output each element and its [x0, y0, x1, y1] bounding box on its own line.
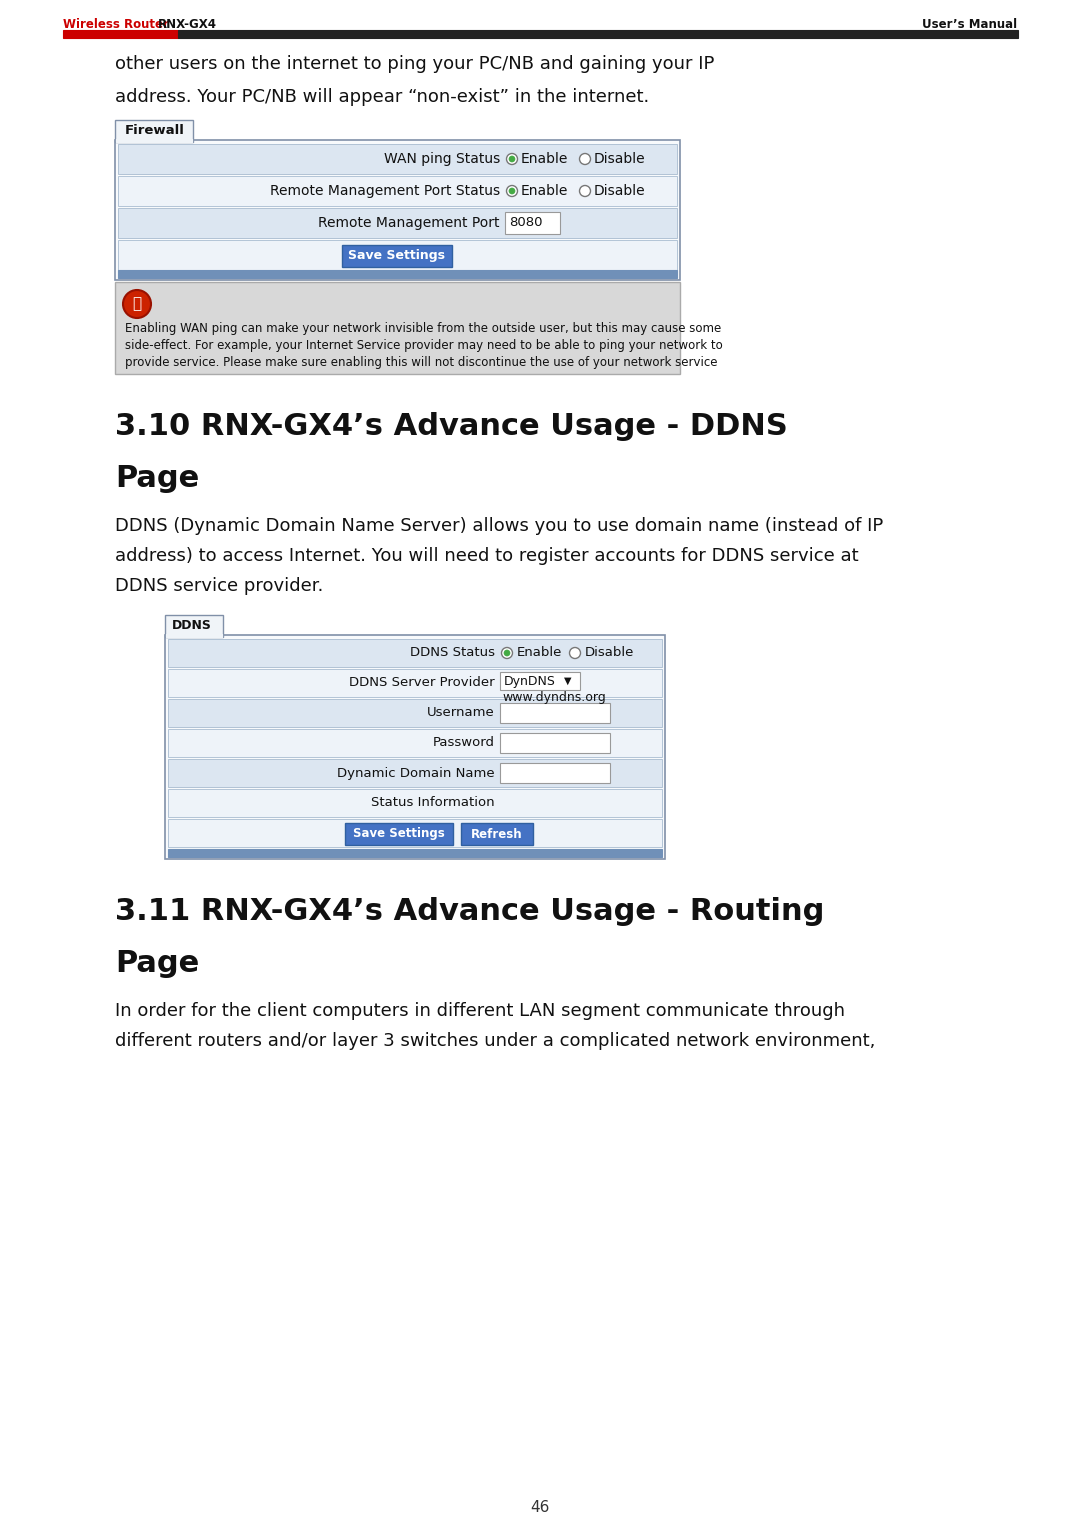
Text: Enable: Enable [521, 153, 568, 166]
Text: Username: Username [428, 707, 495, 719]
Bar [114, 121, 193, 142]
Bar [168, 789, 662, 817]
Text: www.dyndns.org: www.dyndns.org [502, 692, 606, 704]
Text: other users on the internet to ping your PC/NB and gaining your IP: other users on the internet to ping your… [114, 55, 714, 73]
Text: address. Your PC/NB will appear “non-exist” in the internet.: address. Your PC/NB will appear “non-exi… [114, 89, 649, 105]
Bar [500, 733, 610, 753]
Bar [178, 31, 1018, 38]
Text: Disable: Disable [594, 183, 646, 199]
Circle shape [507, 185, 517, 197]
Text: side-effect. For example, your Internet Service provider may need to be able to : side-effect. For example, your Internet … [125, 339, 723, 353]
Bar [168, 818, 662, 847]
Bar [168, 699, 662, 727]
Bar [166, 634, 222, 637]
Text: DDNS Server Provider: DDNS Server Provider [349, 676, 495, 690]
Bar [500, 672, 580, 690]
Bar [118, 270, 677, 278]
Text: provide service. Please make sure enabling this will not discontinue the use of : provide service. Please make sure enabli… [125, 356, 717, 370]
Bar [114, 282, 680, 374]
Text: Remote Management Port Status: Remote Management Port Status [270, 183, 500, 199]
Circle shape [504, 651, 510, 657]
Bar [116, 139, 192, 142]
Text: DDNS Status: DDNS Status [410, 646, 495, 660]
Text: different routers and/or layer 3 switches under a complicated network environmen: different routers and/or layer 3 switche… [114, 1032, 876, 1051]
Text: Enable: Enable [521, 183, 568, 199]
Bar [118, 208, 677, 238]
Text: DDNS service provider.: DDNS service provider. [114, 577, 323, 596]
Circle shape [123, 290, 151, 318]
Text: Status Information: Status Information [372, 797, 495, 809]
Bar [63, 31, 178, 38]
Text: Page: Page [114, 464, 199, 493]
Circle shape [507, 154, 517, 165]
Circle shape [509, 156, 515, 162]
Text: User’s Manual: User’s Manual [922, 18, 1017, 31]
Circle shape [569, 647, 581, 658]
Text: 3.10 RNX-GX4’s Advance Usage - DDNS: 3.10 RNX-GX4’s Advance Usage - DDNS [114, 412, 787, 441]
Text: 8080: 8080 [509, 217, 542, 229]
Bar [118, 240, 677, 270]
Text: Disable: Disable [594, 153, 646, 166]
Bar [505, 212, 561, 234]
Circle shape [509, 188, 515, 194]
Bar [168, 638, 662, 667]
Bar [118, 176, 677, 206]
Bar [165, 635, 665, 860]
Bar [500, 764, 610, 783]
Text: Refresh: Refresh [471, 828, 523, 840]
Text: DDNS (Dynamic Domain Name Server) allows you to use domain name (instead of IP: DDNS (Dynamic Domain Name Server) allows… [114, 518, 883, 534]
Text: Firewall: Firewall [125, 124, 185, 137]
Bar [168, 669, 662, 696]
Bar [168, 849, 662, 857]
Text: Page: Page [114, 948, 199, 977]
Bar [166, 634, 222, 637]
Text: Password: Password [433, 736, 495, 750]
Bar [345, 823, 453, 844]
Bar [342, 244, 453, 267]
Text: Disable: Disable [585, 646, 634, 660]
Text: Save Settings: Save Settings [353, 828, 445, 840]
Circle shape [501, 647, 513, 658]
Text: 3.11 RNX-GX4’s Advance Usage - Routing: 3.11 RNX-GX4’s Advance Usage - Routing [114, 896, 824, 925]
Bar [168, 728, 662, 757]
Text: ▼: ▼ [564, 676, 571, 686]
Text: Dynamic Domain Name: Dynamic Domain Name [337, 767, 495, 779]
Text: Enabling WAN ping can make your network invisible from the outside user, but thi: Enabling WAN ping can make your network … [125, 322, 721, 334]
Bar [461, 823, 534, 844]
Circle shape [580, 185, 591, 197]
Text: ✋: ✋ [133, 296, 141, 312]
Text: Remote Management Port: Remote Management Port [319, 215, 500, 231]
Bar [118, 144, 677, 174]
Bar [116, 139, 192, 142]
Text: RNX-GX4: RNX-GX4 [158, 18, 217, 31]
Text: Save Settings: Save Settings [349, 249, 446, 263]
Text: 46: 46 [530, 1500, 550, 1515]
Bar [165, 615, 222, 637]
Text: In order for the client computers in different LAN segment communicate through: In order for the client computers in dif… [114, 1002, 845, 1020]
Bar [168, 759, 662, 786]
Text: WAN ping Status: WAN ping Status [383, 153, 500, 166]
Text: address) to access Internet. You will need to register accounts for DDNS service: address) to access Internet. You will ne… [114, 547, 859, 565]
Text: DynDNS: DynDNS [504, 675, 556, 687]
Bar [114, 140, 680, 279]
Bar [500, 702, 610, 722]
Text: Enable: Enable [517, 646, 563, 660]
Text: DDNS: DDNS [172, 618, 212, 632]
Circle shape [580, 154, 591, 165]
Text: Wireless Router: Wireless Router [63, 18, 168, 31]
